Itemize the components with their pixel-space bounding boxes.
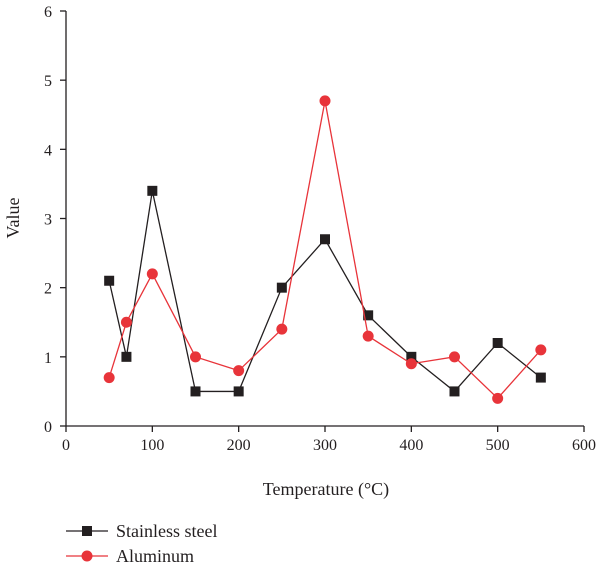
series-aluminum [103, 95, 547, 404]
x-tick-label: 500 [486, 437, 510, 454]
y-tick-label: 5 [44, 73, 52, 90]
legend-item-aluminum: Aluminum [66, 546, 194, 566]
data-point-stainless-steel [190, 386, 201, 397]
y-axis-label: Value [3, 197, 23, 238]
x-tick-label: 400 [399, 437, 423, 454]
x-tick-label: 200 [227, 437, 251, 454]
series-line-aluminum [108, 100, 542, 400]
legend-item-stainless-steel: Stainless steel [66, 521, 218, 541]
data-point-aluminum [103, 372, 115, 384]
y-tick-label: 0 [44, 419, 52, 436]
y-tick-label: 1 [44, 350, 52, 367]
chart-ticks: 0 100 200 300 400 500 600 0 1 2 3 4 5 6 [44, 4, 596, 454]
data-point-aluminum [233, 365, 245, 377]
data-point-stainless-steel [492, 338, 503, 348]
data-point-stainless-steel [147, 185, 158, 196]
data-point-stainless-steel [276, 282, 287, 293]
data-point-stainless-steel [363, 310, 374, 321]
data-point-stainless-steel [535, 372, 546, 383]
x-tick-label: 0 [62, 437, 70, 454]
legend-label: Stainless steel [116, 521, 218, 541]
data-point-aluminum [405, 358, 417, 370]
data-point-aluminum [120, 316, 132, 328]
data-point-stainless-steel [406, 351, 417, 362]
data-point-stainless-steel [233, 386, 244, 397]
data-point-stainless-steel [320, 234, 330, 245]
y-tick-label: 6 [44, 4, 52, 21]
data-point-stainless-steel [121, 351, 132, 362]
y-tick-label: 3 [44, 212, 52, 229]
series-line-stainless-steel [108, 190, 542, 393]
data-point-aluminum [535, 344, 547, 356]
x-tick-label: 300 [313, 437, 337, 454]
data-point-aluminum [362, 330, 374, 342]
data-point-stainless-steel [449, 386, 460, 397]
legend-marker [82, 526, 92, 536]
y-tick-label: 2 [44, 281, 52, 298]
x-tick-label: 100 [140, 437, 164, 454]
data-point-aluminum [449, 351, 460, 363]
chart-axes [65, 11, 584, 427]
data-point-aluminum [190, 351, 201, 363]
series-stainless-steel [104, 185, 546, 397]
data-point-aluminum [319, 95, 331, 107]
y-tick-label: 4 [44, 142, 52, 159]
x-tick-label: 600 [572, 437, 596, 454]
data-point-stainless-steel [104, 275, 115, 286]
data-point-aluminum [146, 268, 158, 280]
data-point-aluminum [492, 392, 504, 404]
legend-label: Aluminum [116, 546, 194, 566]
chart-series [103, 95, 547, 404]
chart-legend: Stainless steel Aluminum [66, 521, 218, 566]
x-axis-label: Temperature (°C) [263, 479, 389, 500]
legend-marker [81, 550, 93, 562]
data-point-aluminum [276, 323, 288, 335]
